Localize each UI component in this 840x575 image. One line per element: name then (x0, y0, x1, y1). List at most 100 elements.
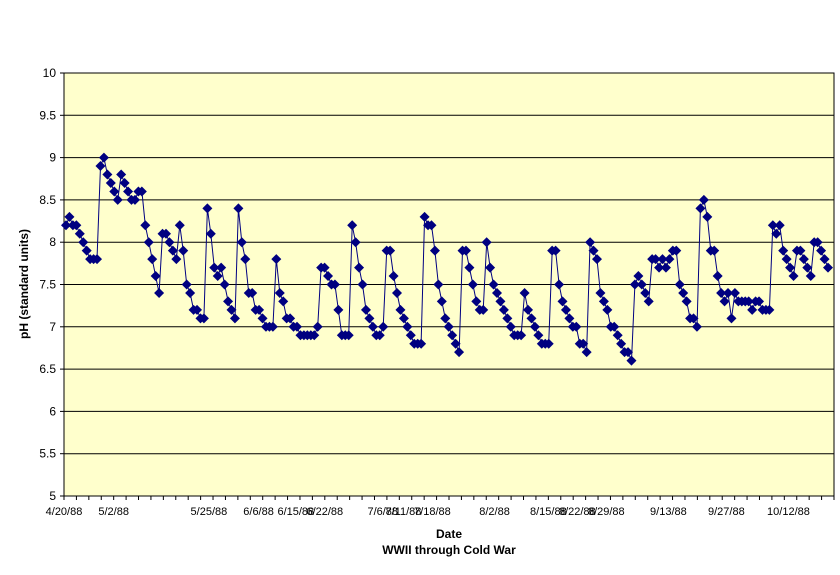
data-point (312, 321, 323, 332)
data-point (488, 279, 499, 290)
data-point (129, 194, 140, 205)
data-point (267, 321, 278, 332)
data-point (602, 304, 613, 315)
y-tick-label: 9 (49, 151, 56, 165)
data-point (533, 330, 544, 341)
data-point (788, 271, 799, 282)
data-point (92, 254, 103, 265)
data-point (74, 228, 85, 239)
data-point (764, 304, 775, 315)
data-point (350, 237, 361, 248)
x-tick-label: 9/27/88 (708, 506, 745, 518)
x-tick-label: 8/22/88 (559, 506, 596, 518)
data-point (543, 338, 554, 349)
data-point (119, 177, 130, 188)
data-point (178, 245, 189, 256)
data-point (774, 220, 785, 231)
y-tick-label: 9.5 (39, 108, 56, 122)
data-point (226, 304, 237, 315)
data-point (781, 254, 792, 265)
data-point (798, 254, 809, 265)
x-tick-label: 5/25/88 (191, 506, 228, 518)
data-point (785, 262, 796, 273)
x-axis-title: Date (436, 527, 462, 541)
data-point (254, 304, 265, 315)
data-point (629, 279, 640, 290)
data-point (247, 287, 258, 298)
data-point (212, 271, 223, 282)
data-point (729, 287, 740, 298)
x-tick-label: 6/6/88 (243, 506, 274, 518)
data-point (374, 330, 385, 341)
y-tick-label: 6.5 (39, 362, 56, 376)
data-point (426, 220, 437, 231)
data-point (681, 296, 692, 307)
data-point (140, 220, 151, 231)
data-point (571, 321, 582, 332)
data-point (454, 347, 465, 358)
data-point (185, 287, 196, 298)
data-point (357, 279, 368, 290)
data-point (795, 245, 806, 256)
data-point (198, 313, 209, 324)
data-point (398, 313, 409, 324)
data-point (698, 194, 709, 205)
data-point (585, 237, 596, 248)
data-point (464, 262, 475, 273)
data-point (443, 321, 454, 332)
data-point (219, 279, 230, 290)
data-point (329, 279, 340, 290)
data-point (702, 211, 713, 222)
data-point (595, 287, 606, 298)
data-point (171, 254, 182, 265)
data-point (529, 321, 540, 332)
x-tick-label: 10/12/88 (767, 506, 810, 518)
data-point (554, 279, 565, 290)
data-point (233, 203, 244, 214)
data-point (495, 296, 506, 307)
data-point (102, 169, 113, 180)
data-point (523, 304, 534, 315)
data-point (505, 321, 516, 332)
data-point (609, 321, 620, 332)
data-point (481, 237, 492, 248)
x-tick-label: 4/20/88 (46, 506, 83, 518)
data-point (664, 254, 675, 265)
data-point (802, 262, 813, 273)
data-point (278, 296, 289, 307)
data-point (202, 203, 213, 214)
data-point (112, 194, 123, 205)
data-point (471, 296, 482, 307)
data-point (385, 245, 396, 256)
y-tick-label: 5 (49, 489, 56, 503)
data-point (674, 279, 685, 290)
data-point (633, 271, 644, 282)
data-point (491, 287, 502, 298)
data-point (181, 279, 192, 290)
data-point (378, 321, 389, 332)
data-point (691, 321, 702, 332)
data-point (236, 237, 247, 248)
x-tick-label: 8/2/88 (479, 506, 510, 518)
data-point (626, 355, 637, 366)
data-point (309, 330, 320, 341)
data-point (440, 313, 451, 324)
data-point (598, 296, 609, 307)
data-point (743, 296, 754, 307)
data-point (392, 287, 403, 298)
data-point (660, 262, 671, 273)
y-tick-label: 8.5 (39, 193, 56, 207)
data-point (98, 152, 109, 163)
data-point (367, 321, 378, 332)
data-point (167, 245, 178, 256)
data-point (292, 321, 303, 332)
x-tick-label: 5/2/88 (98, 506, 129, 518)
data-point (164, 237, 175, 248)
data-point (578, 338, 589, 349)
data-point (116, 169, 127, 180)
data-point (257, 313, 268, 324)
x-tick-label: 6/15/88 (277, 506, 314, 518)
y-tick-label: 7.5 (39, 278, 56, 292)
data-point (419, 211, 430, 222)
